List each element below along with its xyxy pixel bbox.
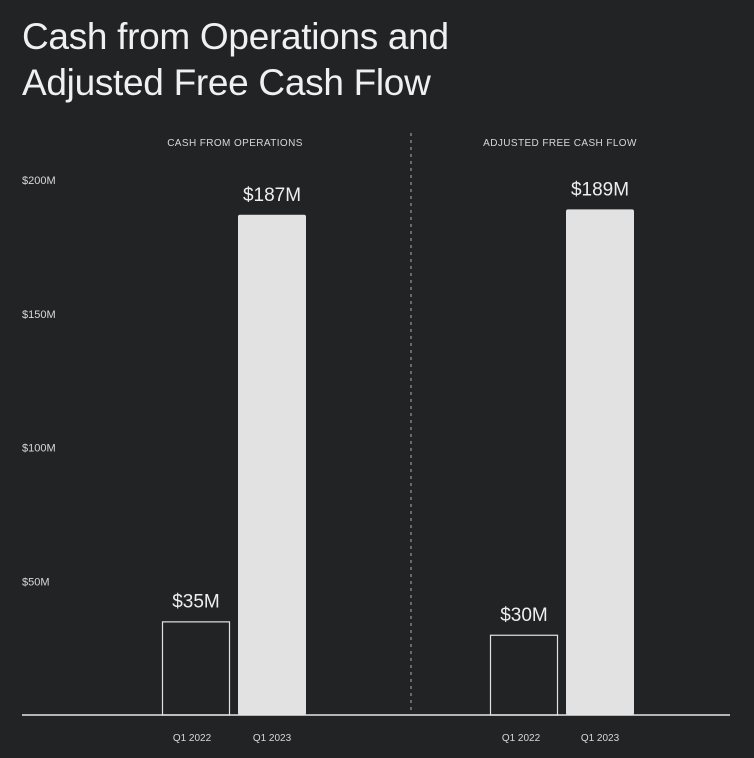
y-tick-label: $150M [22,309,56,321]
value-label: $189M [571,179,629,200]
panel-2: ADJUSTED FREE CASH FLOW $30M Q1 2022 $189M Q… [483,138,637,744]
x-tick-label: Q1 2023 [581,733,620,744]
value-label: $35M [172,591,220,612]
value-label: $187M [243,185,301,206]
bar-q1-2023 [566,209,634,716]
chart-panels: CASH FROM OPERATIONS $35M Q1 2022 $187M Q1 2… [161,138,637,744]
x-tick-label: Q1 2022 [173,733,212,744]
y-tick-label: $50M [22,576,50,588]
bar-q1-2023 [238,214,306,715]
y-tick-label: $100M [22,443,56,455]
x-tick-label: Q1 2023 [253,733,292,744]
chart-title: Cash from Operations and Adjusted Free C… [22,14,449,106]
panel-title: ADJUSTED FREE CASH FLOW [483,138,637,149]
value-label: $30M [500,605,548,626]
y-axis: $50M $100M $150M $200M [22,175,56,588]
chart-title-line-2: Adjusted Free Cash Flow [22,62,431,103]
y-tick-label: $200M [22,175,56,187]
bar-q1-2022 [489,634,559,716]
bar-q1-2022 [161,621,231,716]
panel-title: CASH FROM OPERATIONS [167,138,303,149]
chart-title-line-1: Cash from Operations and [22,16,449,57]
panel-1: CASH FROM OPERATIONS $35M Q1 2022 $187M Q1 2… [161,138,306,744]
x-tick-label: Q1 2022 [502,733,541,744]
